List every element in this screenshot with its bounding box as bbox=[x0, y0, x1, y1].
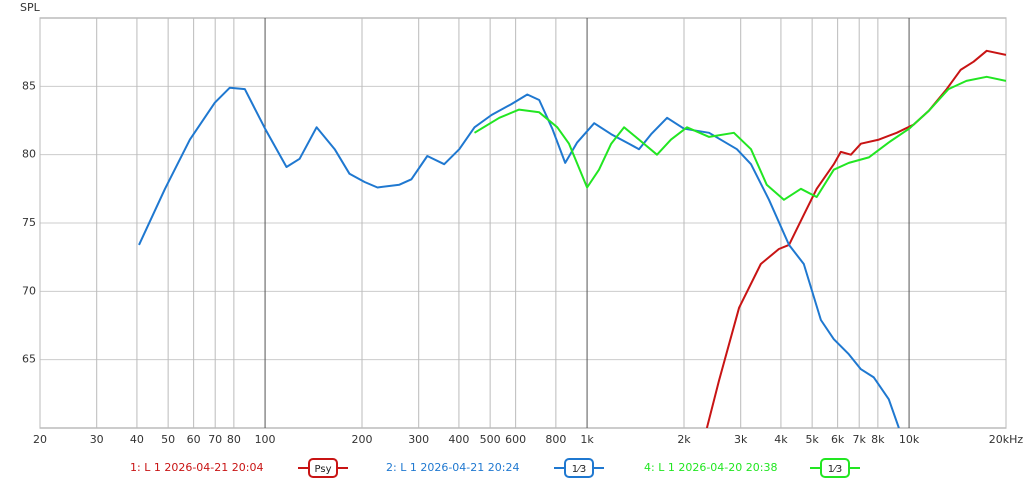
y-tick-label: 80 bbox=[22, 148, 36, 161]
x-tick-label: 400 bbox=[448, 433, 469, 446]
y-tick-label: 85 bbox=[22, 79, 36, 92]
x-tick-label: 4k bbox=[774, 433, 788, 446]
series-line bbox=[705, 49, 1006, 428]
legend-label: 1: L 1 2026-04-21 20:04 bbox=[130, 461, 263, 474]
legend-smoothing: 1⁄3 bbox=[572, 464, 586, 475]
x-tick-label: 2k bbox=[677, 433, 691, 446]
legend-smoothing: 1⁄3 bbox=[828, 464, 842, 475]
y-tick-label: 75 bbox=[22, 216, 36, 229]
x-tick-label: 5k bbox=[805, 433, 819, 446]
y-tick-label: 65 bbox=[22, 353, 36, 366]
series-line bbox=[138, 86, 900, 428]
x-tick-label: 600 bbox=[505, 433, 526, 446]
x-tick-label: 30 bbox=[90, 433, 104, 446]
x-tick-label: 20 bbox=[33, 433, 47, 446]
legend-badge bbox=[308, 458, 338, 478]
x-tick-label: 1k bbox=[580, 433, 594, 446]
series-line bbox=[473, 75, 1006, 201]
x-tick-label: 7k bbox=[853, 433, 867, 446]
x-tick-label: 3k bbox=[734, 433, 748, 446]
x-tick-label: 100 bbox=[255, 433, 276, 446]
legend-smoothing: Psy bbox=[315, 464, 332, 475]
x-tick-label: 40 bbox=[130, 433, 144, 446]
x-tick-label: 800 bbox=[545, 433, 566, 446]
x-tick-label: 8k bbox=[871, 433, 885, 446]
x-tick-label: 500 bbox=[480, 433, 501, 446]
x-tick-label: 50 bbox=[161, 433, 175, 446]
legend-badge bbox=[564, 458, 594, 478]
y-tick-label: 70 bbox=[22, 284, 36, 297]
legend-label: 4: L 1 2026-04-20 20:38 bbox=[644, 461, 777, 474]
x-tick-label: 60 bbox=[187, 433, 201, 446]
x-tick-label: 300 bbox=[408, 433, 429, 446]
x-tick-label: 6k bbox=[831, 433, 845, 446]
legend-badge bbox=[820, 458, 850, 478]
y-axis-label: SPL bbox=[20, 1, 41, 14]
x-tick-label: 20kHz bbox=[989, 433, 1024, 446]
x-tick-label: 80 bbox=[227, 433, 241, 446]
x-tick-label: 200 bbox=[352, 433, 373, 446]
x-tick-label: 10k bbox=[899, 433, 920, 446]
x-tick-label: 70 bbox=[208, 433, 222, 446]
legend-label: 2: L 1 2026-04-21 20:24 bbox=[386, 461, 519, 474]
plot-lines bbox=[138, 49, 1006, 428]
